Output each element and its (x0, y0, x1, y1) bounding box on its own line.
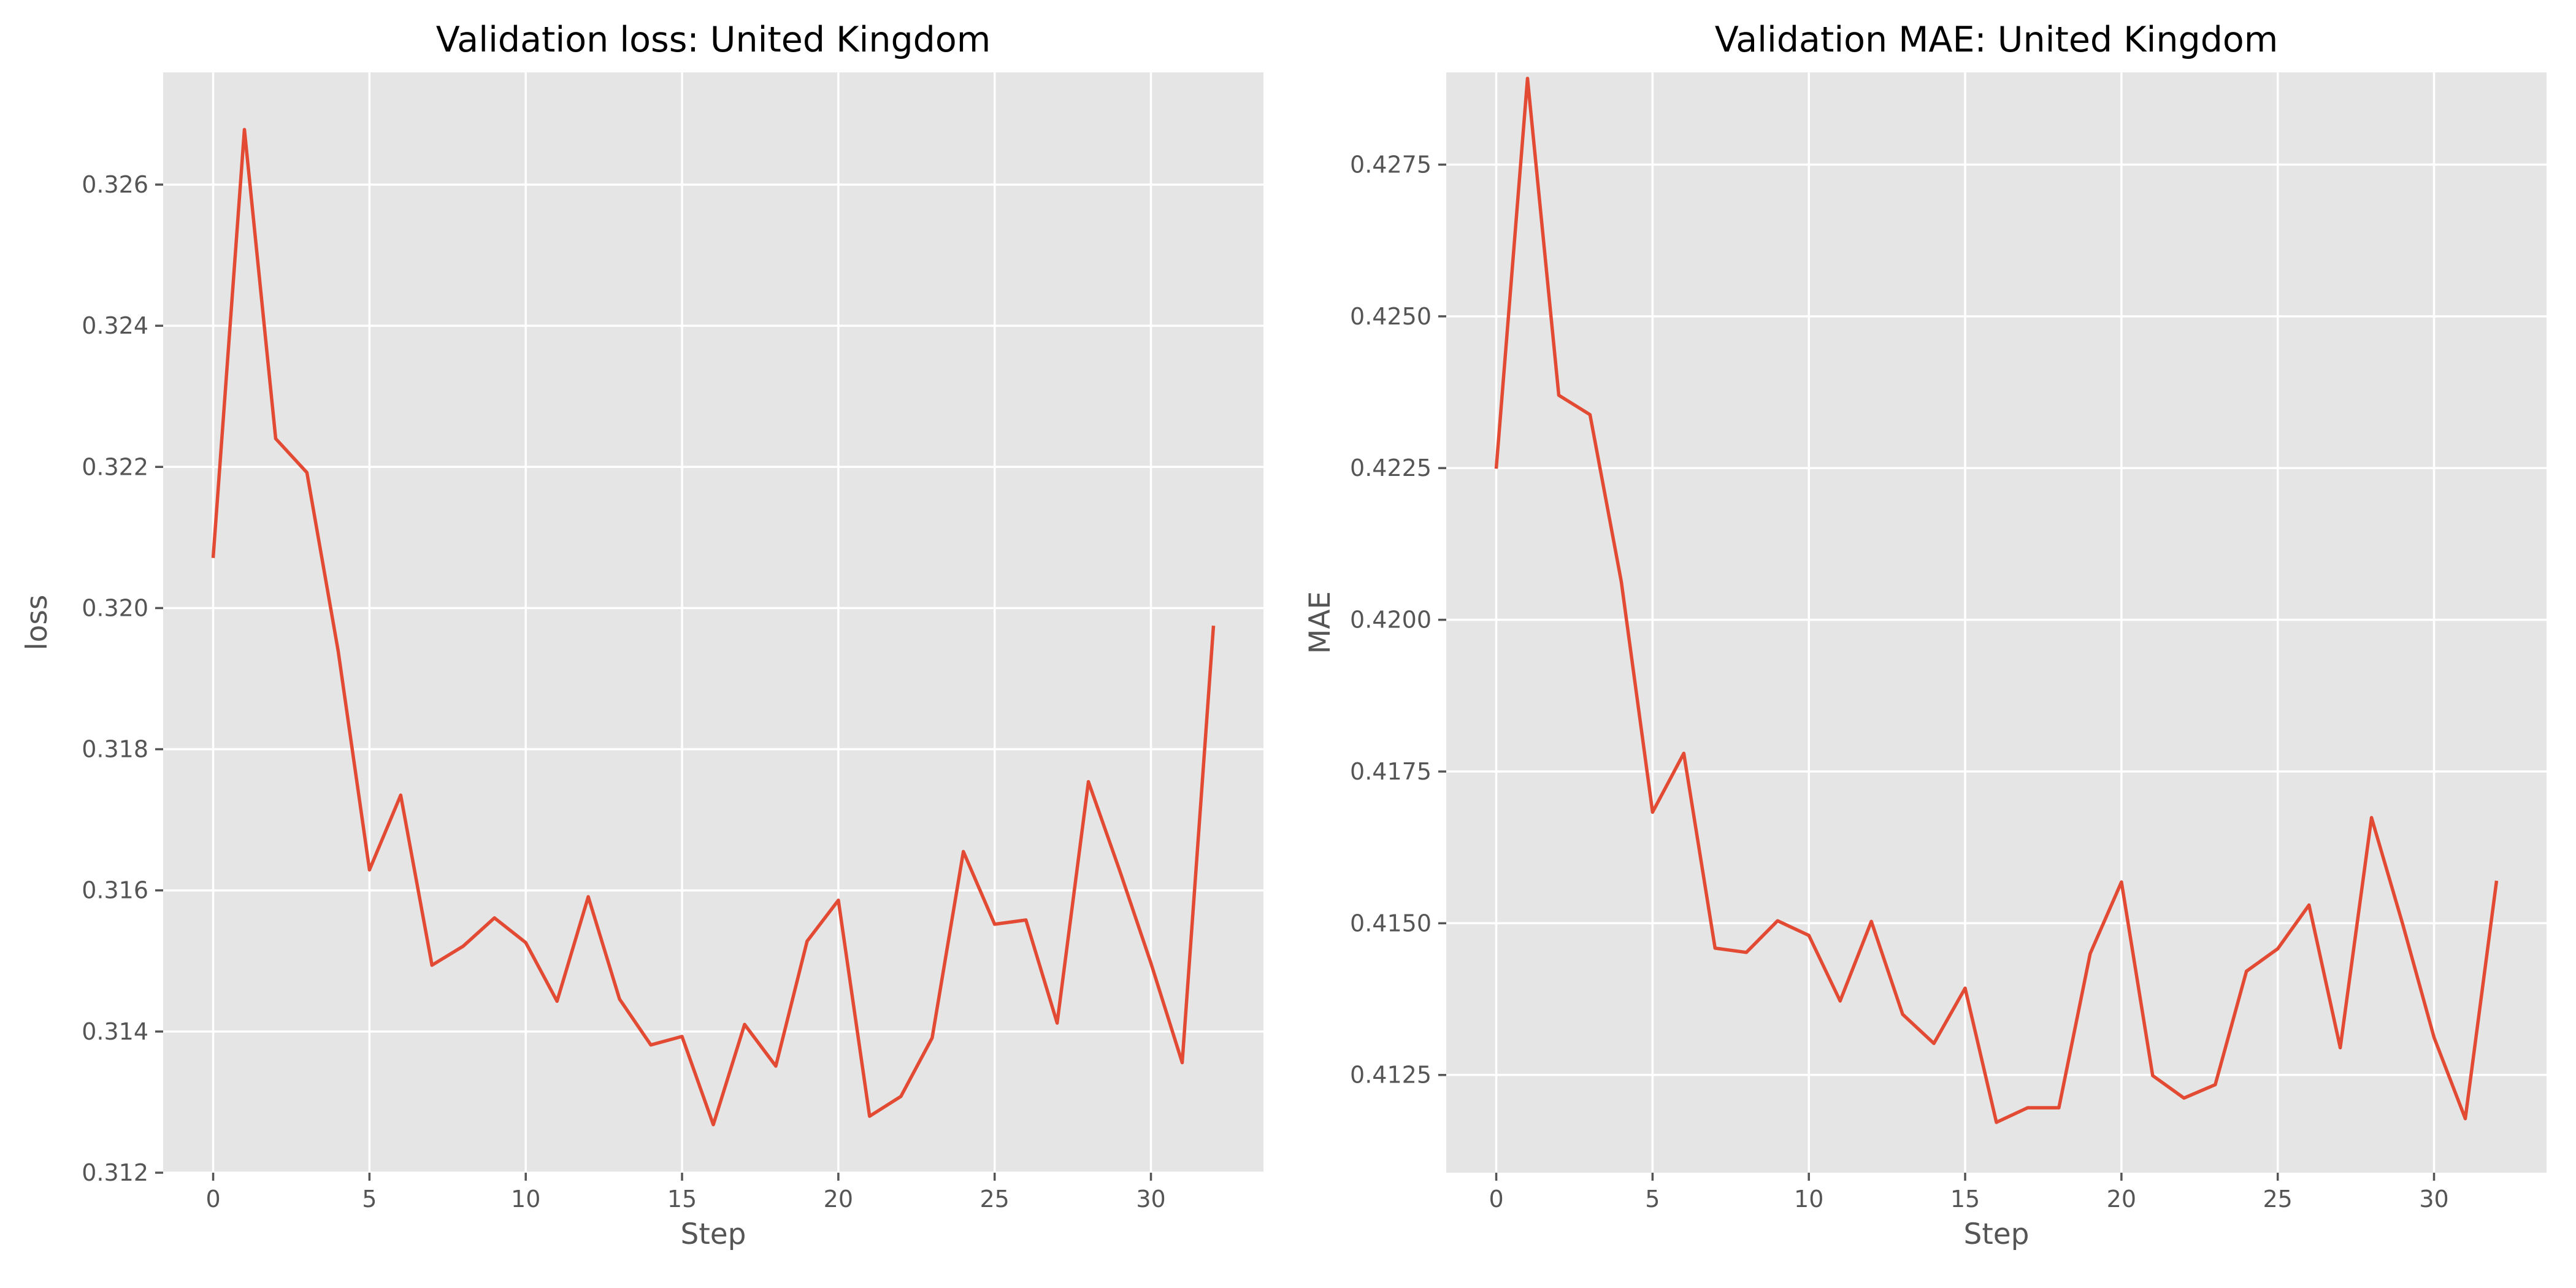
loss-chart-plot-area (163, 72, 1263, 1173)
mae-chart-y-tick-label: 0.4175 (1350, 758, 1432, 785)
loss-chart-y-tick-label: 0.314 (82, 1018, 148, 1045)
loss-chart-series-line (211, 128, 1216, 1127)
mae-chart-x-tick-label: 5 (1645, 1186, 1660, 1213)
loss-chart-y-tick-label: 0.324 (82, 312, 148, 339)
mae-chart-x-tick-label: 25 (2263, 1186, 2293, 1213)
mae-chart-plot-area (1446, 72, 2547, 1173)
mae-chart-y-tick-label: 0.4250 (1350, 303, 1432, 330)
mae-chart-x-tick-label: 20 (2107, 1186, 2136, 1213)
loss-chart-x-tick-label: 10 (511, 1186, 540, 1213)
mae-chart-x-tick-label: 10 (1794, 1186, 1823, 1213)
loss-chart-x-tick-label: 15 (667, 1186, 697, 1213)
loss-chart-y-tick-label: 0.322 (82, 453, 148, 480)
loss-chart-y-axis-label: loss (20, 595, 54, 651)
loss-chart-x-tick-label: 25 (980, 1186, 1010, 1213)
mae-chart-x-tick-label: 30 (2419, 1186, 2448, 1213)
loss-chart-x-tick-label: 20 (824, 1186, 853, 1213)
mae-chart-y-tick-label: 0.4200 (1350, 607, 1432, 634)
mae-chart-series-line (1494, 77, 2499, 1124)
loss-chart-y-tick-label: 0.312 (82, 1159, 148, 1186)
mae-chart-panel: 0 5 10 15 20 25 30 0.4125 0.4150 0.4175 0.4200 0.42… (1303, 20, 2547, 1251)
mae-chart-x-tick-label: 0 (1489, 1186, 1503, 1213)
loss-chart-title: Validation loss: United Kingdom (436, 20, 991, 60)
loss-chart-y-tick-label: 0.320 (82, 594, 148, 621)
mae-chart-y-tick-label: 0.4275 (1350, 151, 1432, 178)
loss-chart-y-tick-label: 0.318 (82, 736, 148, 763)
mae-chart-y-axis-label: MAE (1303, 591, 1337, 654)
mae-chart-y-tick-label: 0.4150 (1350, 910, 1432, 937)
loss-chart-panel: 0 5 10 15 20 25 30 0.312 0.314 0.316 0.318 0.320 0.3… (20, 20, 1263, 1251)
loss-chart-x-tick-label: 5 (362, 1186, 377, 1213)
loss-chart-grid (163, 72, 1263, 1174)
mae-chart-title: Validation MAE: United Kingdom (1715, 20, 2279, 60)
mae-chart-grid (1446, 72, 2547, 1173)
mae-chart-x-axis-label: Step (1963, 1217, 2029, 1251)
mae-chart-y-tick-label: 0.4125 (1350, 1062, 1432, 1089)
loss-chart-y-tick-label: 0.316 (82, 877, 148, 904)
loss-chart-x-axis-label: Step (680, 1217, 746, 1251)
loss-chart-y-tick-label: 0.326 (82, 171, 148, 198)
loss-chart-x-tick-label: 0 (205, 1186, 220, 1213)
mae-chart-y-tick-label: 0.4225 (1350, 454, 1432, 481)
loss-chart-x-tick-label: 30 (1136, 1186, 1165, 1213)
mae-chart-x-tick-label: 15 (1950, 1186, 1980, 1213)
